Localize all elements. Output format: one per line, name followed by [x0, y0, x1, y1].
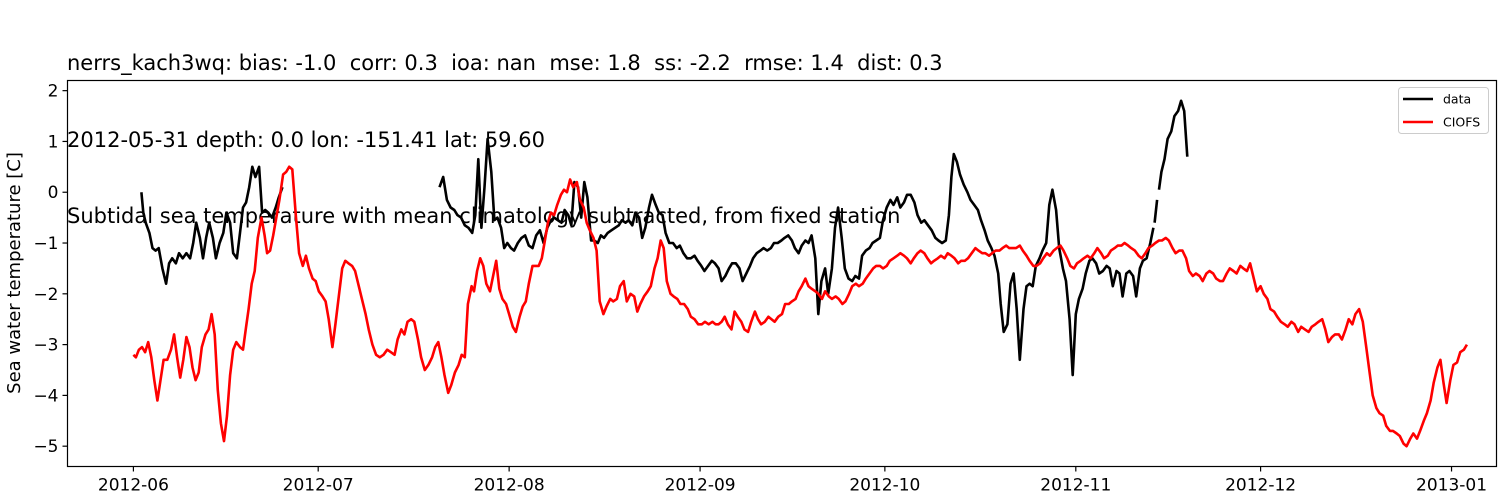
- x-tick-label: 2013-01: [1416, 476, 1487, 496]
- legend-ciofs-label: CIOFS: [1443, 115, 1480, 130]
- x-axis-ticks: 2012-06 2012-07 2012-08 2012-09 2012-10 2012-…: [98, 466, 1487, 496]
- y-tick-label: −3: [33, 336, 58, 356]
- y-tick-label: −5: [33, 437, 58, 457]
- axes-frame: [66, 79, 1498, 468]
- legend: data CIOFS: [1398, 87, 1489, 134]
- x-tick-label: 2012-10: [849, 476, 920, 496]
- x-tick-label: 2012-12: [1225, 476, 1296, 496]
- series-data-line: [438, 137, 1155, 377]
- x-tick-label: 2012-11: [1040, 476, 1111, 496]
- x-tick-label: 2012-08: [474, 476, 545, 496]
- series-data-line: [140, 165, 284, 286]
- y-tick-label: −1: [33, 234, 58, 254]
- x-tick-label: 2012-09: [665, 476, 736, 496]
- series-ciofs-line: [132, 165, 1469, 448]
- x-tick-label: 2012-06: [98, 476, 169, 496]
- series-data-line: [1153, 199, 1159, 223]
- y-axis-label: Sea water temperature [C]: [4, 152, 25, 394]
- title-stats-line: nerrs_kach3wq: bias: -1.0 corr: 0.3 ioa:…: [67, 51, 943, 75]
- y-tick-label: −4: [33, 386, 58, 406]
- series-data-line: [1157, 99, 1189, 190]
- y-tick-label: 1: [48, 132, 59, 152]
- x-tick-label: 2012-07: [283, 476, 354, 496]
- y-tick-label: 0: [48, 183, 59, 203]
- series-layer: [132, 99, 1469, 448]
- y-axis-ticks: 2 1 0 −1 −2 −3 −4 −5: [33, 82, 68, 457]
- title-location-line: 2012-05-31 depth: 0.0 lon: -151.41 lat: …: [67, 127, 545, 152]
- legend-data-label: data: [1443, 92, 1471, 107]
- y-tick-label: −2: [33, 285, 58, 305]
- chart-title: nerrs_kach3wq: bias: -1.0 corr: 0.3 ioa:…: [67, 0, 943, 255]
- y-tick-label: 2: [48, 82, 59, 102]
